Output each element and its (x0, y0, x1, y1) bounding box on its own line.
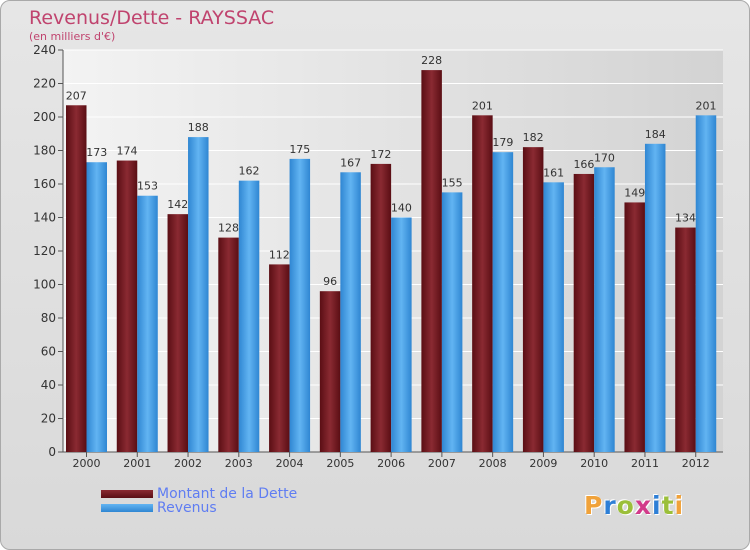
bar-revenus (340, 172, 361, 452)
legend-swatch-dette (101, 490, 153, 498)
data-label: 166 (573, 158, 594, 171)
chart-legend: Montant de la Dette Revenus (101, 486, 298, 516)
y-tick-label: 180 (33, 144, 56, 158)
y-tick-label: 220 (33, 77, 56, 91)
data-label: 149 (624, 186, 645, 199)
bar-revenus (137, 195, 158, 452)
y-tick-label: 20 (41, 412, 56, 426)
bar-revenus (543, 182, 564, 452)
bar-dette (269, 264, 290, 452)
bar-revenus (289, 158, 311, 452)
bar-dette (472, 115, 493, 452)
x-tick-label: 2009 (529, 457, 557, 470)
data-label: 201 (695, 99, 716, 112)
y-tick-label: 160 (33, 177, 56, 191)
data-label: 155 (442, 176, 463, 189)
bar-dette (319, 291, 341, 452)
data-label: 134 (675, 212, 696, 225)
x-tick-label: 2000 (73, 457, 101, 470)
data-label: 172 (370, 148, 391, 161)
bar-dette (370, 163, 392, 452)
x-tick-label: 2011 (631, 457, 659, 470)
y-tick-label: 40 (41, 378, 56, 392)
x-tick-label: 2005 (326, 457, 354, 470)
y-tick-label: 200 (33, 110, 56, 124)
bar-revenus (594, 167, 615, 452)
y-tick-label: 80 (41, 311, 56, 325)
y-tick-label: 120 (33, 244, 56, 258)
data-label: 96 (323, 275, 337, 288)
x-tick-label: 2007 (428, 457, 456, 470)
bar-dette (218, 237, 239, 452)
x-tick-label: 2004 (276, 457, 304, 470)
bar-revenus (86, 162, 107, 452)
data-label: 128 (218, 222, 239, 235)
x-tick-label: 2006 (377, 457, 405, 470)
data-label: 153 (137, 180, 158, 193)
bar-revenus (695, 115, 717, 452)
y-tick-label: 140 (33, 211, 56, 225)
data-label: 201 (472, 99, 493, 112)
bar-revenus (391, 217, 412, 452)
y-tick-label: 60 (41, 345, 56, 359)
bar-dette (573, 173, 595, 452)
data-label: 167 (340, 156, 361, 169)
bar-revenus (441, 192, 463, 452)
legend-label-dette: Montant de la Dette (157, 486, 298, 502)
bar-revenus (492, 152, 514, 453)
data-label: 179 (492, 136, 513, 149)
chart-title: Revenus/Dette - RAYSSAC (29, 7, 275, 29)
x-tick-label: 2012 (682, 457, 710, 470)
chart-subtitle: (en milliers d'€) (29, 30, 116, 43)
data-label: 188 (188, 121, 209, 134)
x-tick-label: 2008 (479, 457, 507, 470)
data-label: 207 (66, 89, 87, 102)
proxiti-logo: Proxiti (584, 491, 685, 520)
data-label: 170 (594, 151, 615, 164)
x-tick-label: 2010 (580, 457, 608, 470)
bar-dette (116, 160, 138, 453)
legend-swatch-revenus (101, 504, 153, 512)
bar-dette (522, 147, 544, 452)
legend-label-revenus: Revenus (157, 500, 217, 516)
data-label: 142 (167, 198, 188, 211)
data-label: 175 (289, 143, 310, 156)
data-label: 112 (269, 248, 290, 261)
data-label: 174 (117, 145, 138, 158)
bar-revenus (188, 137, 209, 452)
bar-dette (421, 70, 442, 452)
y-tick-label: 0 (48, 445, 56, 459)
y-tick-label: 100 (33, 278, 56, 292)
data-label: 140 (391, 202, 412, 215)
y-tick-label: 240 (33, 43, 56, 57)
legend-item-dette: Montant de la Dette (101, 486, 298, 502)
data-label: 161 (543, 166, 564, 179)
data-label: 173 (86, 146, 107, 159)
bar-dette (167, 214, 189, 452)
data-label: 184 (645, 128, 666, 141)
data-label: 182 (523, 131, 544, 144)
bar-revenus (238, 180, 260, 452)
data-label: 162 (239, 165, 260, 178)
bar-dette (675, 227, 696, 452)
legend-item-revenus: Revenus (101, 500, 297, 516)
x-tick-label: 2002 (174, 457, 202, 470)
data-label: 228 (421, 54, 442, 67)
x-tick-label: 2003 (225, 457, 253, 470)
bar-revenus (644, 143, 666, 453)
bar-dette (66, 105, 87, 453)
bar-dette (624, 202, 645, 452)
x-tick-label: 2001 (123, 457, 151, 470)
